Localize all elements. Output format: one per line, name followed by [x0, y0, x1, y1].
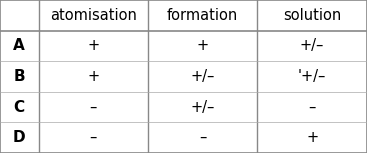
Text: solution: solution: [283, 8, 341, 23]
Text: –: –: [90, 130, 97, 145]
Text: A: A: [13, 38, 25, 53]
Text: D: D: [13, 130, 26, 145]
Text: +/–: +/–: [300, 38, 324, 53]
Text: atomisation: atomisation: [50, 8, 137, 23]
Text: –: –: [199, 130, 206, 145]
Text: +: +: [87, 69, 99, 84]
Text: –: –: [90, 100, 97, 115]
Text: +/–: +/–: [190, 69, 215, 84]
Text: +: +: [306, 130, 318, 145]
Text: B: B: [14, 69, 25, 84]
Text: +/–: +/–: [190, 100, 215, 115]
Text: –: –: [308, 100, 316, 115]
Text: +: +: [196, 38, 209, 53]
Text: '+/–: '+/–: [298, 69, 326, 84]
Text: +: +: [87, 38, 99, 53]
Text: formation: formation: [167, 8, 238, 23]
Text: C: C: [14, 100, 25, 115]
